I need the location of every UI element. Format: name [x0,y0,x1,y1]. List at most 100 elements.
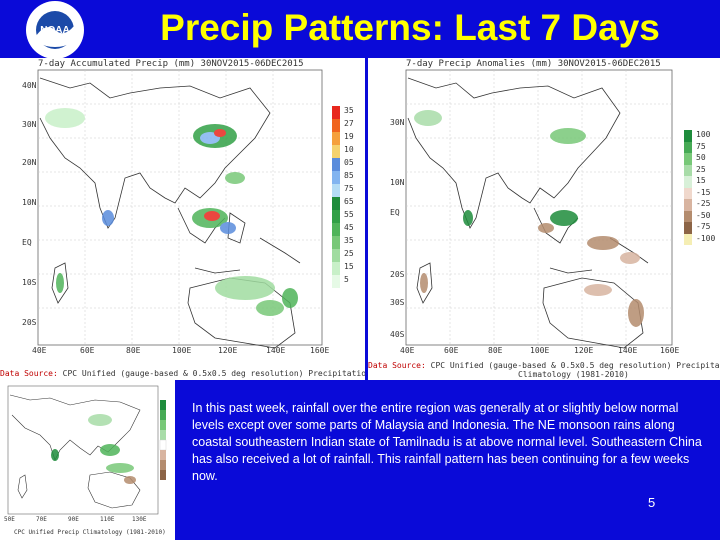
legend-swatch [332,197,340,210]
legend-label: 75 [696,141,706,151]
lon-label: 140E [618,346,638,355]
data-source-prefix: Data Source: [0,369,58,378]
lon-label: 40E [400,346,415,355]
legend-label: -25 [696,199,711,208]
map-small-image [7,385,167,515]
legend-label: 27 [344,119,354,128]
legend-swatch [684,153,692,165]
legend-label: 10 [344,145,354,154]
legend-label: -15 [696,187,711,197]
lon-label: 120E [574,346,594,355]
legend-swatch [332,119,340,132]
slide-title: Precip Patterns: Last 7 Days [160,7,660,48]
map-small-footer: CPC Unified Precip Climatology (1981-201… [14,529,166,536]
lon-label: 60E [80,346,95,355]
legend-swatch [684,222,692,234]
legend-swatch [332,171,340,184]
lon-label: 120E [218,346,238,355]
lon-label: 160E [310,346,330,355]
lon-label: 90E [68,516,79,523]
lon-label: 160E [660,346,680,355]
legend-label: -50 [696,210,711,220]
lon-label: 50E [4,516,15,523]
lon-label: 40E [32,346,47,355]
legend-swatch [332,158,340,171]
lat-label: 30N [390,118,405,127]
legend-label: 25 [696,164,706,174]
map-right-data-source: Data Source: CPC Unified (gauge-based & … [368,361,720,370]
lon-label: 80E [126,346,141,355]
lon-label: 130E [132,516,147,523]
lon-label: 70E [36,516,47,523]
lat-label: 30S [390,298,405,307]
legend-swatch [332,249,340,262]
legend-swatch [684,210,692,222]
lat-label: 40N [22,81,37,90]
legend-swatch [332,262,340,275]
lat-label: EQ [22,238,32,247]
data-source-text: CPC Unified (gauge-based & 0.5x0.5 deg r… [430,361,720,370]
lat-label: 20S [22,318,37,327]
slide-body-text: In this past week, rainfall over the ent… [192,401,702,483]
accumulated-precip-map: 7-day Accumulated Precip (mm) 30NOV2015-… [0,58,365,380]
climatology-map: 50E 70E 90E 110E 130E CPC Unified Precip… [0,380,175,540]
legend-label: 25 [344,249,354,258]
legend-label: 100 [696,130,711,139]
logo-text: NOAA [40,25,69,36]
legend-swatch [332,223,340,236]
legend-swatch [684,199,692,211]
legend-label: -100 [696,233,716,243]
map-right-climatology: Climatology (1981-2010) [518,370,629,379]
legend-label: 5 [344,275,349,284]
lon-label: 100E [172,346,192,355]
lon-label: 140E [266,346,286,355]
lat-label: 10S [22,278,37,287]
lon-label: 110E [100,516,115,523]
map-left-header: 7-day Accumulated Precip (mm) 30NOV2015-… [38,59,304,69]
map-left-data-source: Data Source: CPC Unified (gauge-based & … [0,369,365,378]
legend-label: 50 [696,153,706,162]
lat-label: 20S [390,270,405,279]
lat-label: 10N [390,178,405,187]
data-source-prefix: Data Source: [368,361,426,370]
legend-label: 15 [696,176,706,185]
legend-swatch [684,176,692,188]
lat-label: 30N [22,120,37,129]
lon-label: 100E [530,346,550,355]
legend-swatch [332,184,340,197]
legend-swatch [684,130,692,142]
lat-label: EQ [390,208,400,217]
data-source-text: CPC Unified (gauge-based & 0.5x0.5 deg r… [62,369,365,378]
legend-swatch [332,145,340,158]
legend-swatch [684,164,692,176]
legend-label: 85 [344,171,354,180]
lat-label: 20N [22,158,37,167]
legend-swatch [332,236,340,249]
map-left-image [37,69,323,349]
legend-swatch [332,210,340,223]
legend-label: 45 [344,223,354,232]
legend-label: 55 [344,210,354,219]
legend-label: 65 [344,197,354,206]
legend-swatch [684,187,692,199]
noaa-logo-icon: NOAA [26,1,84,59]
page-number: 5 [648,495,656,510]
legend-label: 19 [344,132,354,141]
legend-label: 35 [344,236,354,245]
lon-label: 60E [444,346,459,355]
lat-label: 10N [22,198,37,207]
legend-label: 05 [344,158,354,167]
legend-label: -75 [696,222,711,231]
legend-label: 75 [344,184,354,193]
lat-label: 40S [390,330,405,339]
map-right-image [405,69,673,349]
legend-swatch [332,275,340,288]
legend-swatch [684,141,692,153]
map-right-header: 7-day Precip Anomalies (mm) 30NOV2015-06… [406,59,661,69]
lon-label: 80E [488,346,503,355]
legend-swatch [684,233,692,245]
legend-swatch [332,106,340,119]
legend-swatch [332,132,340,145]
legend-label: 15 [344,262,354,271]
precip-anomalies-map: 7-day Precip Anomalies (mm) 30NOV2015-06… [368,58,720,380]
